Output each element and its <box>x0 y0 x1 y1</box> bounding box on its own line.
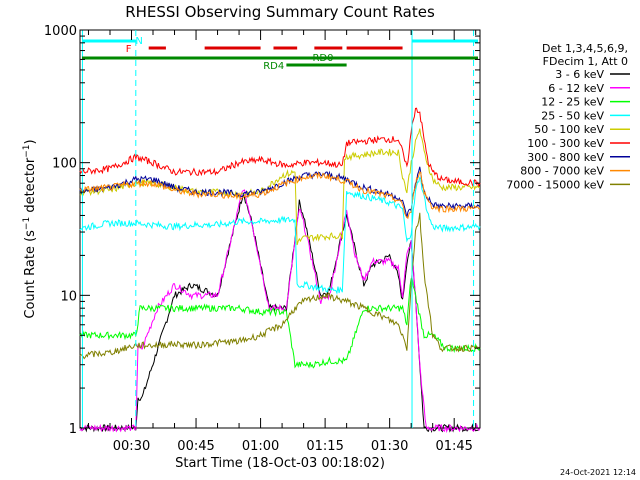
x-axis-label: Start Time (18-Oct-03 00:18:02) <box>175 456 385 471</box>
y-tick-label: 100 <box>52 157 77 172</box>
y-axis-label-mid: detector <box>23 157 38 217</box>
legend-label: 100 - 300 keV <box>527 137 604 150</box>
legend-label: 25 - 50 keV <box>541 109 604 122</box>
y-axis-label: Count Rate (s−1 detector−1) <box>22 139 38 318</box>
plot-frame <box>79 29 481 429</box>
series-line-7 <box>79 170 481 220</box>
series-line-3 <box>79 176 481 295</box>
x-tick-label: 00:30 <box>113 439 150 454</box>
series-line-1 <box>79 189 481 434</box>
x-tick-label: 01:00 <box>242 439 279 454</box>
legend-label: 300 - 800 keV <box>527 151 604 164</box>
legend-label: 800 - 7000 keV <box>520 165 604 178</box>
annotation-rd0: RD0 <box>312 53 333 64</box>
series-line-5 <box>79 107 481 188</box>
legend-label: 7000 - 15000 keV <box>506 178 604 191</box>
footer-timestamp: 24-Oct-2021 12:14 <box>560 468 636 477</box>
series-layer <box>79 107 481 434</box>
y-tick-label: 1 <box>69 422 77 437</box>
y-axis-label-suffix: ) <box>23 139 38 144</box>
chart-title: RHESSI Observing Summary Count Rates <box>125 3 435 21</box>
legend-header-line: Det 1,3,4,5,6,9, <box>542 42 628 55</box>
y-tick-label: 10 <box>60 289 77 304</box>
y-tick-label: 1000 <box>44 24 77 39</box>
annotation-n: N <box>135 36 142 47</box>
x-tick-label: 01:30 <box>371 439 408 454</box>
x-tick-label: 00:45 <box>177 439 214 454</box>
legend-label: 50 - 100 keV <box>534 123 604 136</box>
legend-header-line: FDecim 1, Att 0 <box>543 55 628 68</box>
x-tick-label: 01:15 <box>306 439 343 454</box>
legend-label: 6 - 12 keV <box>548 82 604 95</box>
series-line-6 <box>79 166 481 218</box>
y-axis-label-sup1: −1 <box>22 217 32 230</box>
legend-label: 3 - 6 keV <box>555 68 604 81</box>
y-axis-label-prefix: Count Rate (s <box>23 230 38 319</box>
x-tick-label: 01:45 <box>435 439 472 454</box>
series-line-2 <box>79 278 481 369</box>
legend: Det 1,3,4,5,6,9,FDecim 1, Att 03 - 6 keV… <box>506 42 630 191</box>
y-axis-label-sup2: −1 <box>22 144 32 157</box>
axis-ticks: 1 10 100 1000 00:30 00:45 01:00 01:15 01:30 01:45 <box>44 24 480 454</box>
annotation-rd4: RD4 <box>263 61 284 72</box>
legend-label: 12 - 25 keV <box>541 96 604 109</box>
attenuator-bars: NF RD0 RD4 <box>81 30 478 428</box>
annotation-f: F <box>126 44 132 55</box>
series-line-8 <box>79 212 481 360</box>
